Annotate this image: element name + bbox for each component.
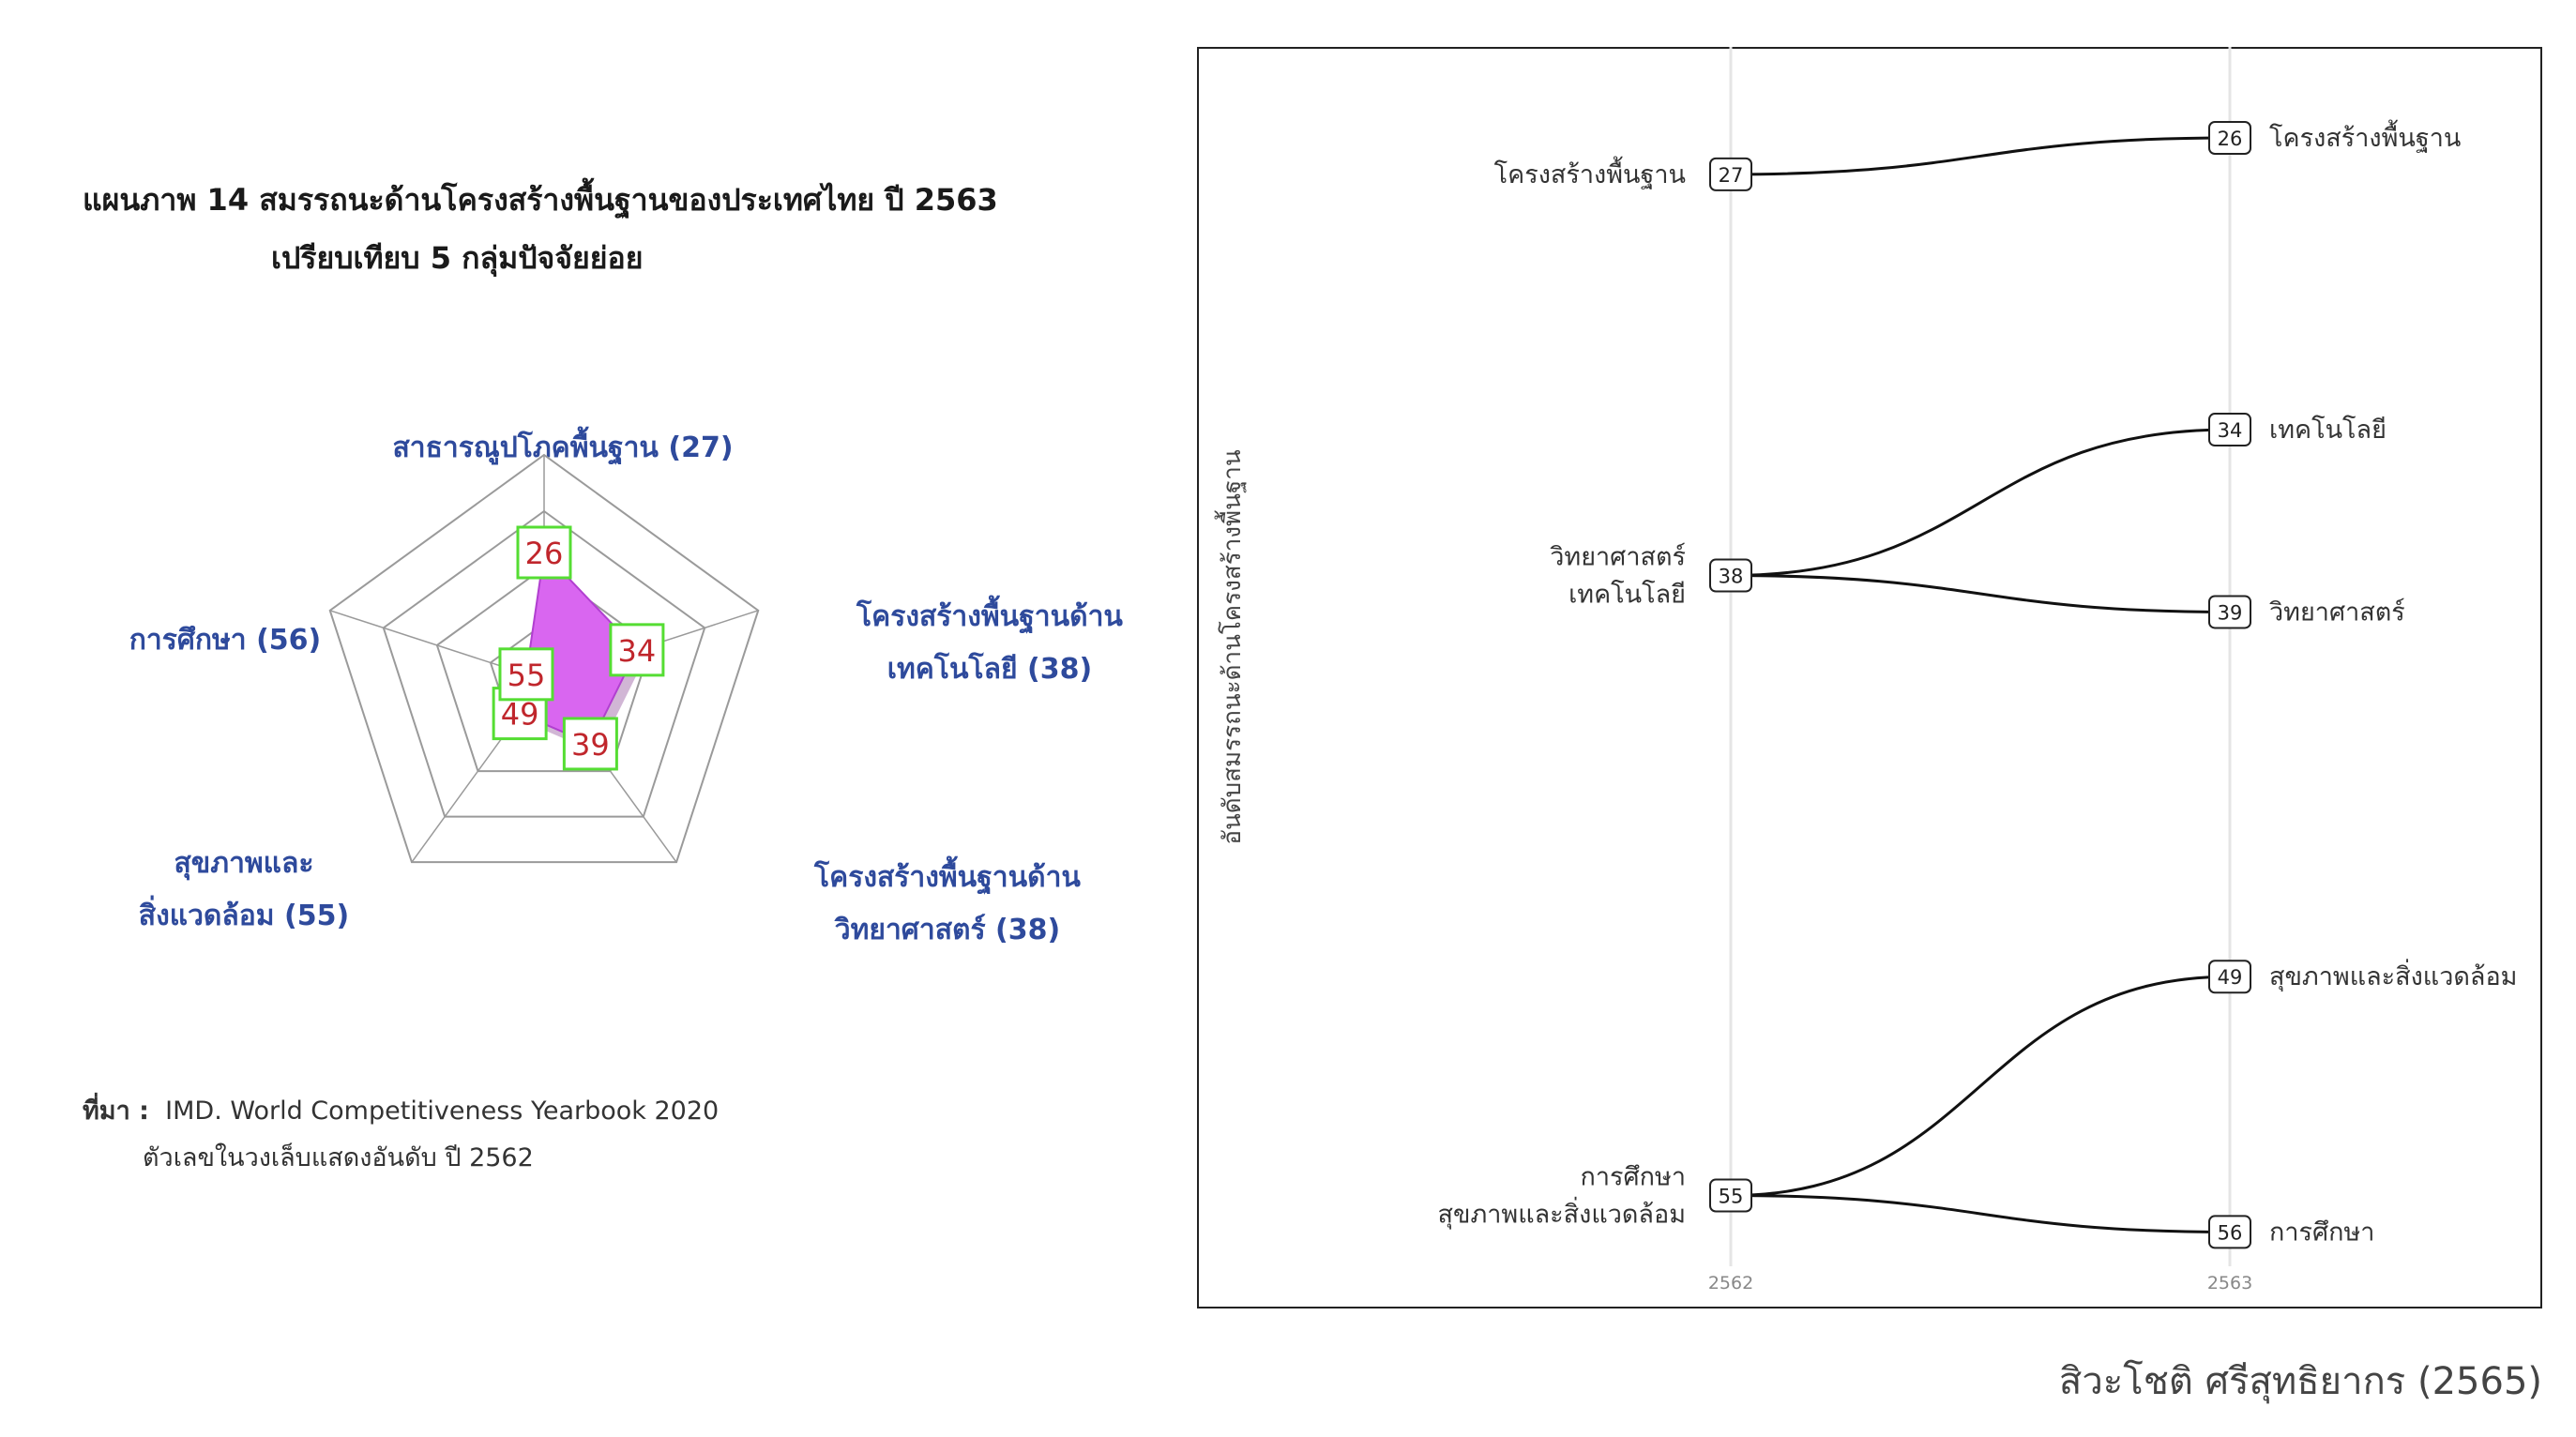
- bump-left-node-value: 27: [1719, 164, 1744, 187]
- source-block: ที่มา : IMD. World Competitiveness Yearb…: [83, 1088, 719, 1182]
- radar-grid-ring: [382, 509, 706, 818]
- bump-left-node-box: [1709, 1178, 1752, 1213]
- figure-title-line2: เปรียบเทียบ 5 กลุ่มปัจจัยย่อย: [271, 240, 644, 276]
- bump-right-node-box: [2208, 1215, 2251, 1249]
- bump-left-label: สุขภาพและสิ่งแวดล้อม: [1438, 1197, 1686, 1231]
- bump-right-node-box: [2208, 413, 2251, 447]
- figure-title-line1: แผนภาพ 14 สมรรถนะด้านโครงสร้างพื้นฐานของ…: [83, 182, 998, 218]
- author-credit: สิวะโชติ ศรีสุทธิยากร (2565): [2058, 1360, 2542, 1403]
- bump-left-label: โครงสร้างพื้นฐาน: [1494, 156, 1686, 189]
- bump-right-node-box: [2208, 121, 2251, 155]
- bump-y-axis-label: อันดับสมรรถนะด้านโครงสร้างพื้นฐาน: [1214, 449, 1247, 844]
- bump-line: [1730, 428, 2231, 578]
- bump-right-label: โครงสร้างพื้นฐาน: [2269, 119, 2461, 153]
- radar-value-label: 26: [525, 536, 564, 571]
- bump-left-node-box: [1709, 157, 1752, 191]
- bump-left-node-value: 38: [1719, 566, 1744, 588]
- source-label: ที่มา :: [83, 1097, 149, 1126]
- bump-left-label: วิทยาศาสตร์: [1550, 542, 1686, 572]
- bump-right-node-value: 56: [2218, 1221, 2243, 1244]
- bump-line: [1730, 975, 2231, 1198]
- bump-right-node-value: 26: [2218, 128, 2243, 150]
- radar-value-box: [609, 623, 665, 677]
- bump-right-label: การศึกษา: [2269, 1218, 2374, 1247]
- bump-right-node-value: 34: [2218, 419, 2243, 442]
- radar-value-box: [516, 525, 572, 580]
- radar-axis-label-health: สุขภาพและ สิ่งแวดล้อม (55): [138, 847, 350, 932]
- bump-chart: 27โครงสร้างพื้นฐาน38วิทยาศาสตร์เทคโนโลยี…: [1214, 47, 2517, 1293]
- bump-x-tick: 2562: [1708, 1273, 1753, 1293]
- radar-axis-label-utilities: สาธารณูปโภคพื้นฐาน (27): [392, 431, 734, 464]
- bump-right-node-value: 39: [2218, 601, 2243, 624]
- radar-value-label: 34: [618, 633, 657, 669]
- bump-left-node-value: 55: [1719, 1186, 1744, 1208]
- radar-value-box: [498, 647, 554, 702]
- bump-left-label: การศึกษา: [1581, 1163, 1686, 1192]
- bump-right-label: สุขภาพและสิ่งแวดล้อม: [2269, 959, 2517, 992]
- bump-chart-frame: [1197, 47, 2542, 1308]
- bump-left-node-box: [1709, 558, 1752, 593]
- bump-line: [1730, 136, 2231, 176]
- source-note: ตัวเลขในวงเล็บแสดงอันดับ ปี 2562: [143, 1143, 534, 1172]
- bump-line: [1730, 1194, 2231, 1233]
- radar-grid-ring: [328, 453, 760, 864]
- radar-value-label: 49: [501, 697, 539, 733]
- radar-chart: 26 34 39 49 55: [328, 453, 760, 864]
- bump-right-label: วิทยาศาสตร์: [2269, 597, 2405, 627]
- radar-axis-label-science: โครงสร้างพื้นฐานด้าน วิทยาศาสตร์ (38): [814, 861, 1081, 946]
- source-text: IMD. World Competitiveness Yearbook 2020: [165, 1097, 720, 1126]
- radar-value-label: 55: [508, 658, 546, 693]
- radar-value-label: 39: [571, 727, 610, 763]
- bump-x-tick: 2563: [2207, 1273, 2252, 1293]
- bump-line: [1730, 574, 2231, 613]
- radar-axis-label-education: การศึกษา (56): [129, 624, 322, 657]
- bump-left-label: เทคโนโลยี: [1568, 581, 1686, 610]
- radar-axis-label-technology: โครงสร้างพื้นฐานด้าน เทคโนโลยี (38): [856, 600, 1123, 686]
- radar-value-box: [562, 717, 618, 771]
- bump-right-node-box: [2208, 595, 2251, 629]
- bump-right-node-value: 49: [2218, 966, 2243, 989]
- bump-right-label: เทคโนโลยี: [2269, 416, 2387, 445]
- bump-right-node-box: [2208, 960, 2251, 994]
